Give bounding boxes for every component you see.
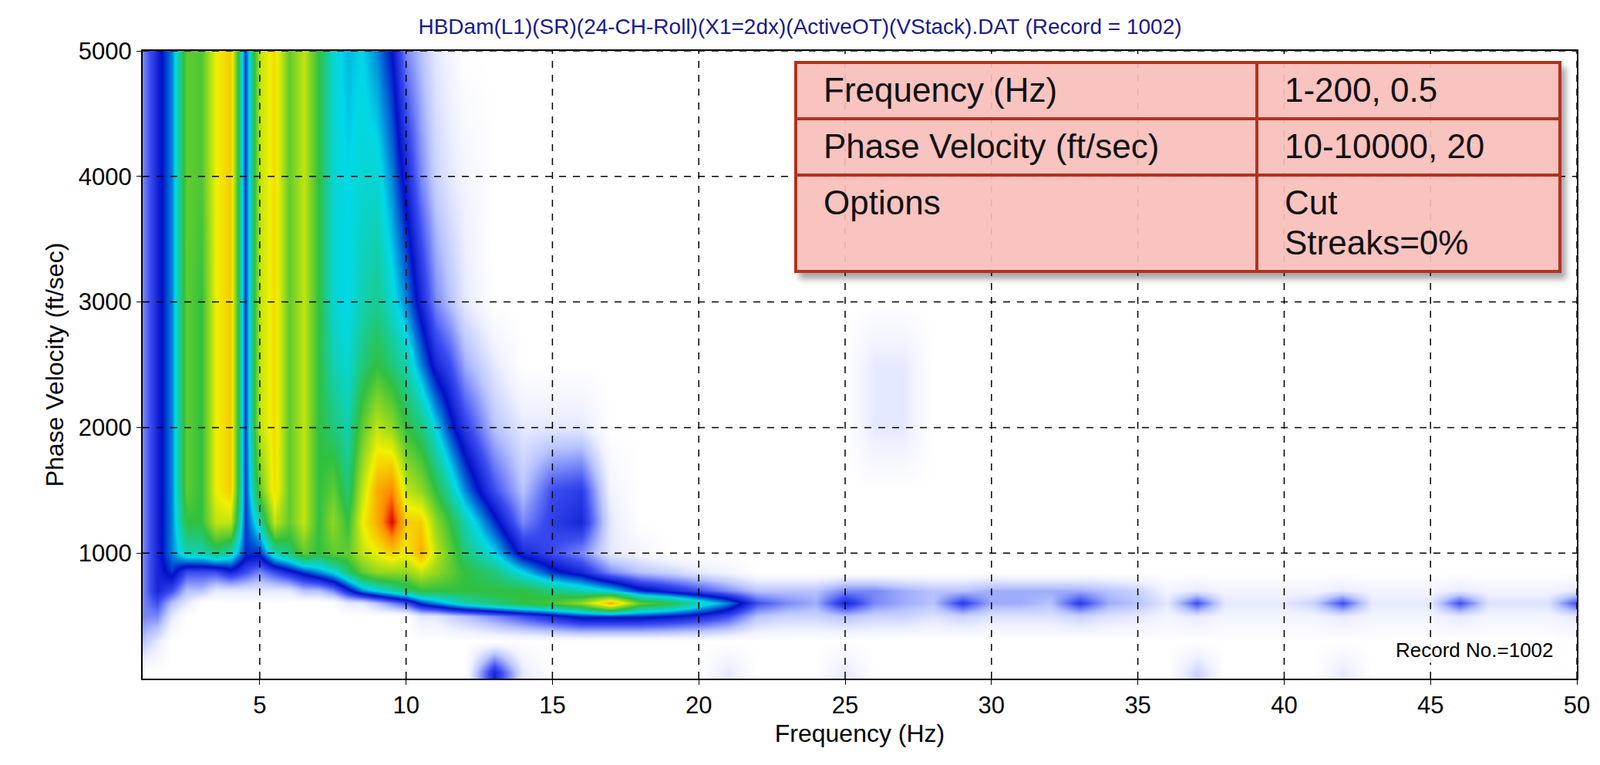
svg-text:Frequency (Hz): Frequency (Hz) [774, 719, 946, 748]
svg-text:HBDam(L1)(SR)(24-CH-Roll)(X1=2: HBDam(L1)(SR)(24-CH-Roll)(X1=2dx)(Active… [417, 14, 1182, 39]
svg-text:2000: 2000 [78, 414, 132, 442]
html-text:Streaks=0%: Streaks=0% [1284, 223, 1469, 262]
svg-text:25: 25 [832, 691, 859, 719]
svg-text:40: 40 [1270, 691, 1297, 719]
html-text:Phase Velocity (ft/sec): Phase Velocity (ft/sec) [823, 127, 1160, 165]
svg-text:15: 15 [538, 691, 566, 719]
html-text:Frequency (Hz): Frequency (Hz) [823, 70, 1058, 109]
svg-text:45: 45 [1417, 691, 1444, 719]
svg-text:10: 10 [392, 691, 419, 719]
svg-text:50: 50 [1563, 691, 1590, 719]
svg-text:5000: 5000 [78, 37, 132, 65]
svg-text:4000: 4000 [78, 163, 132, 191]
svg-text:5: 5 [252, 691, 267, 719]
svg-text:30: 30 [978, 691, 1005, 719]
svg-text:20: 20 [685, 691, 712, 719]
svg-text:3000: 3000 [78, 288, 132, 316]
html-text:Cut: Cut [1284, 183, 1338, 221]
svg-text:35: 35 [1124, 691, 1151, 719]
html-text:10-10000, 20: 10-10000, 20 [1284, 127, 1485, 165]
svg-text:Record No.=1002: Record No.=1002 [1395, 638, 1554, 662]
html-text:Options: Options [823, 183, 941, 221]
svg-text:1000: 1000 [78, 539, 132, 567]
svg-text:Phase Velocity (ft/sec): Phase Velocity (ft/sec) [40, 242, 69, 488]
html-text:1-200, 0.5: 1-200, 0.5 [1284, 70, 1438, 109]
